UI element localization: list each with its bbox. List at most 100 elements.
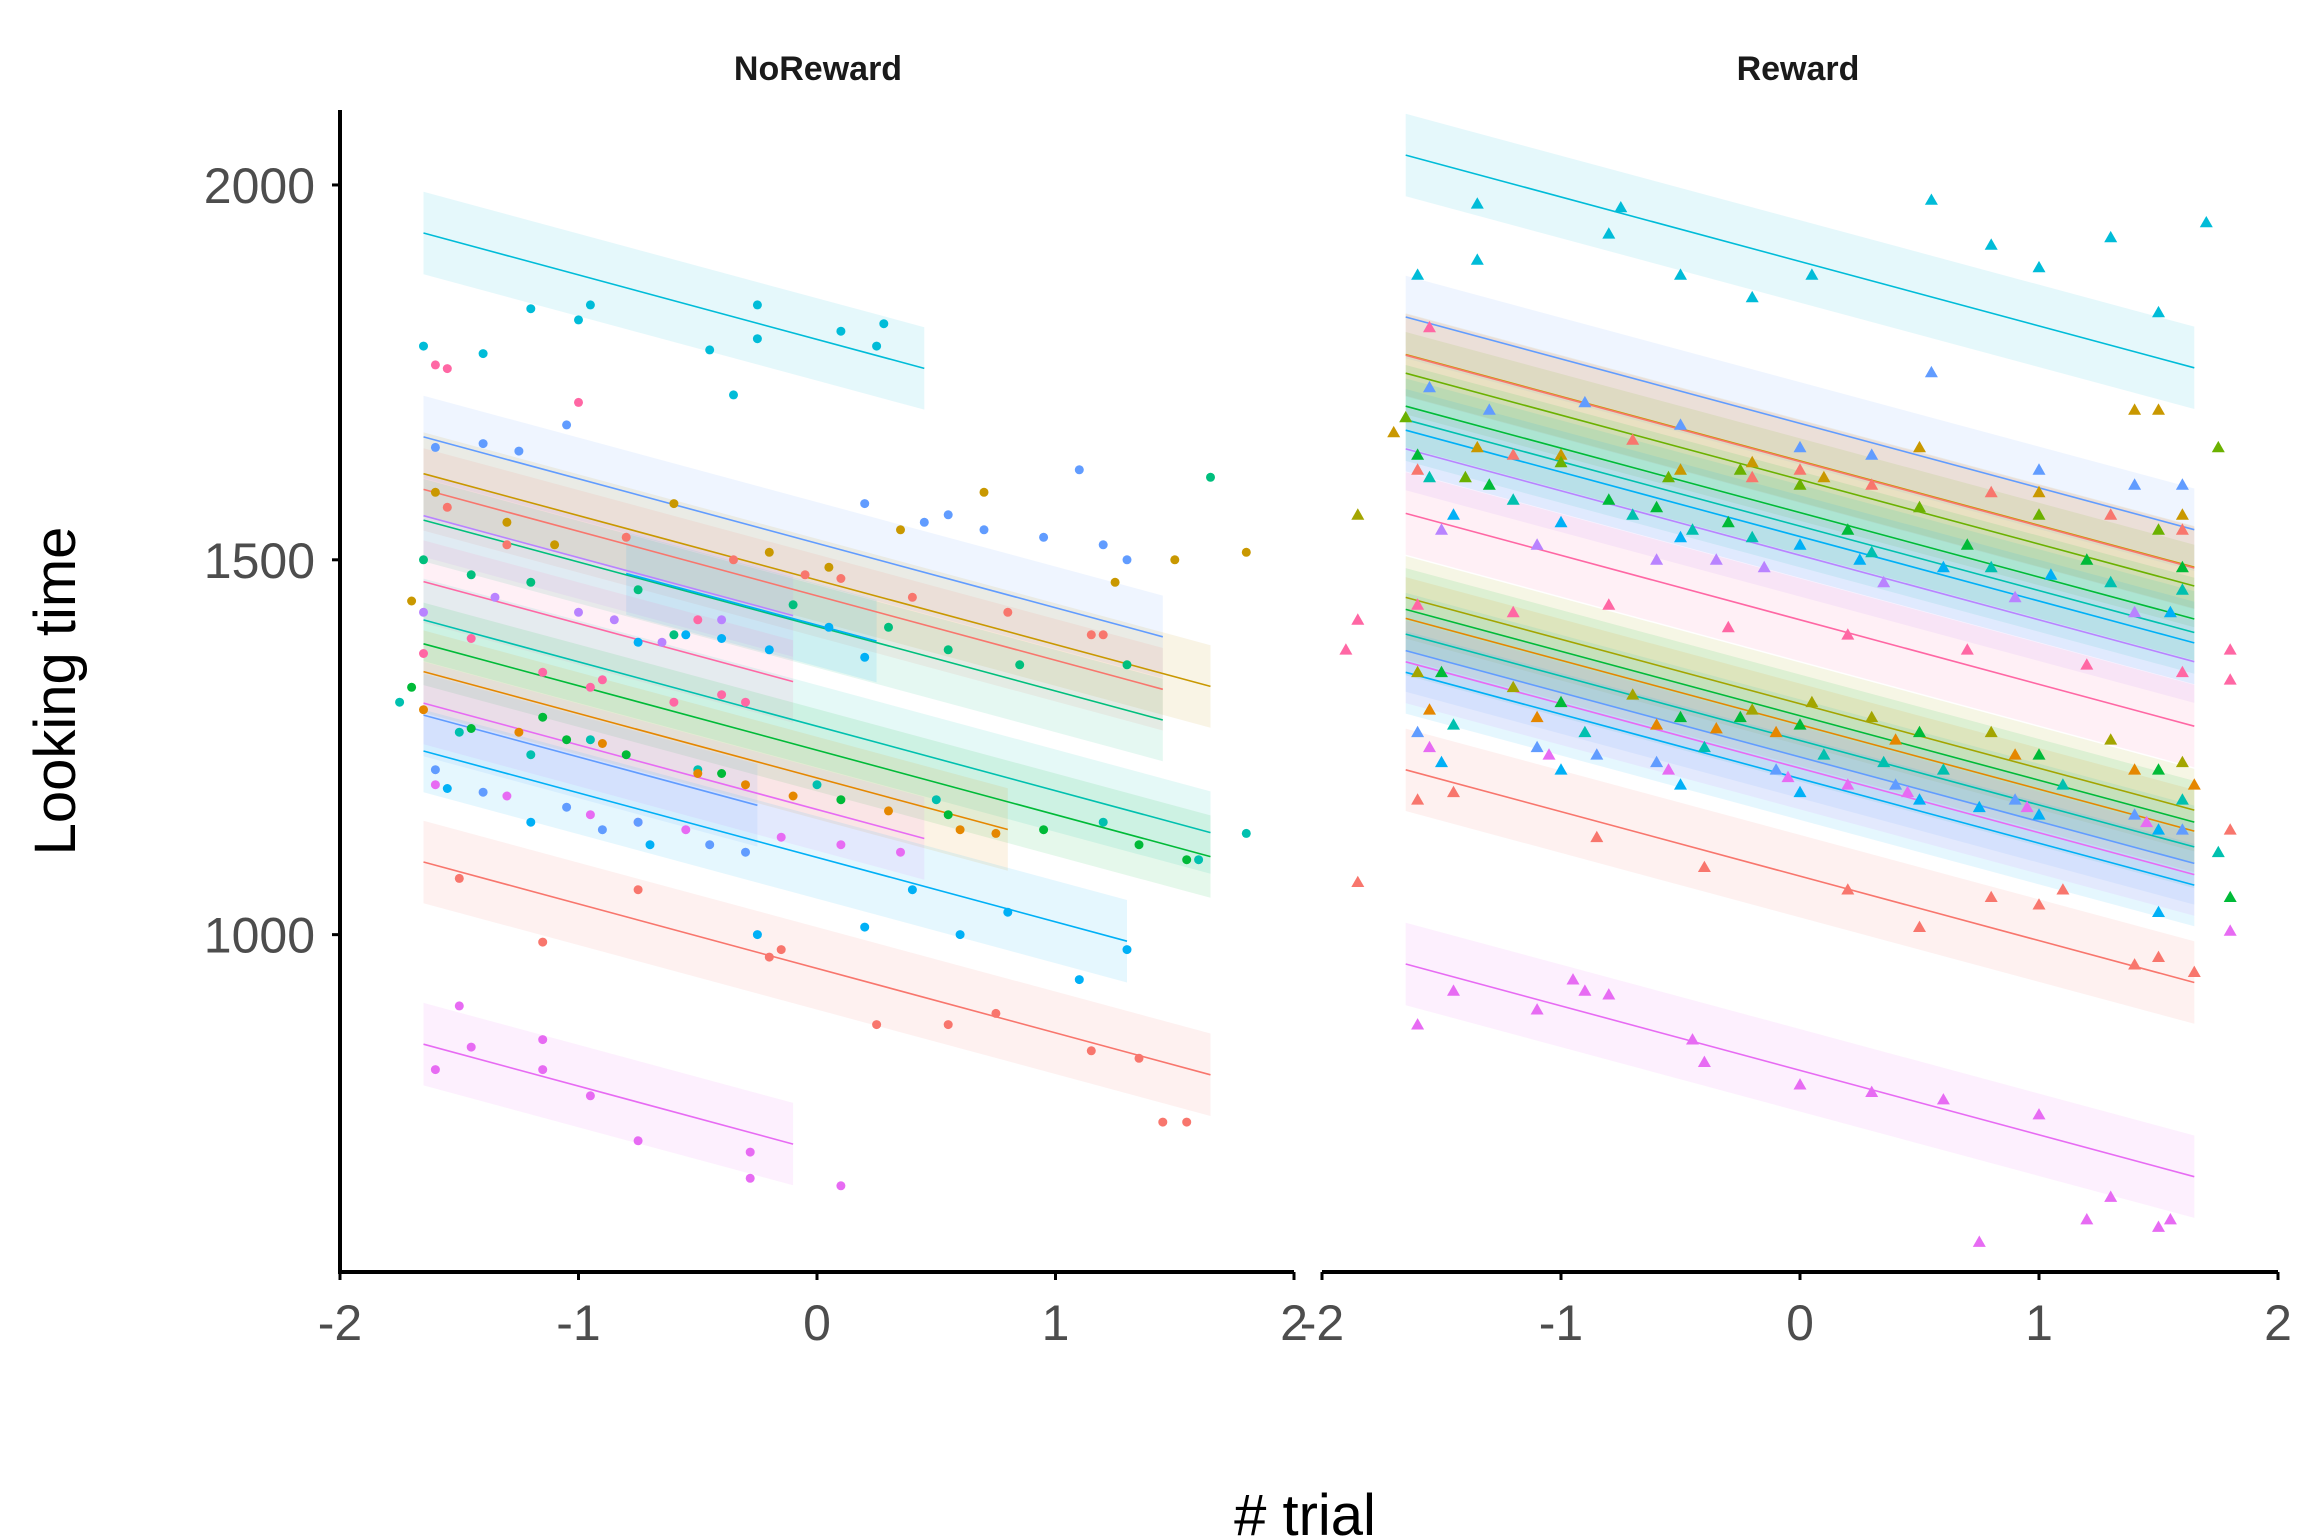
data-point-reward-29-4 (1936, 763, 1950, 775)
data-point-noreward-6-1 (490, 592, 500, 602)
data-point-reward-20-1 (1458, 470, 1472, 483)
data-point-reward-30-8 (1590, 748, 1604, 760)
data-point-noreward-15-2 (466, 1042, 476, 1052)
x-tick-label-noreward: -2 (318, 1295, 362, 1351)
data-point-reward-29-7 (2211, 845, 2225, 858)
data-point-noreward-0-10 (879, 319, 889, 329)
data-point-reward-20-0 (1399, 410, 1413, 423)
data-point-reward-29-5 (2056, 778, 2070, 790)
data-point-reward-20-7 (2152, 523, 2165, 535)
data-point-reward-31-5 (2020, 800, 2034, 813)
data-point-noreward-0-1 (478, 349, 488, 359)
y-tick-label: 2000 (204, 158, 315, 214)
data-point-reward-26-2 (1626, 688, 1640, 700)
data-point-reward-19-1 (1506, 448, 1520, 460)
data-point-noreward-8-8 (1241, 828, 1251, 838)
data-point-reward-18-10 (1745, 455, 1759, 468)
data-point-reward-18-3 (1674, 463, 1687, 475)
data-point-noreward-3-4 (836, 574, 846, 583)
data-point-reward-32-6 (2152, 823, 2165, 835)
data-point-reward-33-2 (1590, 830, 1604, 843)
data-point-reward-32-4 (1913, 793, 1926, 805)
data-point-reward-21-0 (1411, 448, 1425, 460)
x-tick-label-noreward: 1 (1042, 1295, 1070, 1351)
data-point-noreward-5-3 (824, 622, 834, 632)
data-point-noreward-9-0 (407, 682, 417, 692)
data-point-noreward-15-0 (430, 1065, 440, 1075)
data-point-reward-32-1 (1554, 763, 1568, 775)
data-point-noreward-15-4 (538, 1065, 548, 1075)
x-tick-label-reward: 2 (2264, 1295, 2292, 1351)
fit-line-reward-26 (1405, 596, 2195, 811)
data-point-reward-28-7 (2187, 778, 2201, 790)
data-point-reward-16-1 (1470, 253, 1484, 265)
data-point-noreward-14-3 (776, 945, 786, 955)
data-point-reward-24-3 (1757, 560, 1771, 573)
data-point-noreward-15-8 (745, 1173, 755, 1183)
data-point-reward-34-8 (1865, 1085, 1879, 1097)
data-point-reward-34-4 (1578, 984, 1592, 996)
data-point-reward-22-5 (1984, 560, 1998, 573)
data-point-noreward-0-0 (419, 341, 428, 351)
data-point-noreward-4-9 (1206, 472, 1215, 482)
data-point-reward-19-4 (1865, 478, 1879, 490)
data-point-reward-34-11 (2032, 1108, 2046, 1120)
data-point-noreward-0-6 (752, 300, 762, 310)
data-point-reward-28-0 (1423, 703, 1436, 715)
data-point-reward-20-9 (1733, 463, 1747, 475)
data-point-noreward-2-5 (896, 525, 905, 535)
data-point-noreward-9-10 (562, 735, 572, 745)
x-tick-label-noreward: 2 (1280, 1295, 1308, 1351)
data-point-noreward-9-8 (1134, 840, 1144, 850)
data-point-reward-19-2 (1626, 433, 1640, 445)
fit-line-noreward-6 (423, 514, 794, 617)
x-tick-label-noreward: 0 (803, 1295, 831, 1351)
data-point-noreward-11-5 (836, 840, 846, 850)
data-point-reward-33-6 (2056, 883, 2070, 895)
data-point-noreward-14-5 (943, 1020, 953, 1030)
data-point-noreward-11-4 (776, 832, 786, 842)
fit-line-noreward-1 (423, 436, 1164, 638)
data-point-noreward-4-4 (788, 600, 798, 610)
data-point-noreward-2-10 (550, 540, 560, 550)
data-point-reward-34-1 (1447, 984, 1460, 996)
fit-line-noreward-4 (423, 519, 1164, 721)
data-point-reward-25-11 (2223, 673, 2237, 685)
data-point-reward-26-4 (1865, 710, 1879, 723)
data-point-reward-18-6 (2032, 485, 2046, 498)
data-point-reward-26-6 (2104, 733, 2118, 745)
data-point-reward-29-6 (2175, 793, 2189, 805)
data-point-reward-23-3 (1793, 538, 1807, 550)
data-point-noreward-12-3 (633, 817, 643, 827)
data-point-noreward-14-7 (1086, 1046, 1096, 1056)
data-point-reward-26-9 (1805, 695, 1819, 708)
data-point-reward-23-0 (1447, 508, 1460, 520)
data-point-reward-20-4 (1793, 478, 1807, 490)
data-point-noreward-8-4 (812, 780, 822, 790)
data-point-reward-34-6 (1697, 1055, 1711, 1067)
data-point-reward-22-4 (1865, 545, 1879, 558)
data-point-noreward-0-9 (872, 341, 882, 351)
data-point-reward-19-8 (1793, 463, 1807, 475)
data-point-reward-28-6 (2128, 763, 2142, 775)
data-point-reward-19-5 (1984, 485, 1998, 498)
data-point-noreward-10-7 (991, 828, 1001, 838)
data-point-reward-32-8 (1972, 800, 1986, 813)
data-point-noreward-3-5 (907, 592, 917, 602)
x-tick-label-noreward: -1 (556, 1295, 600, 1351)
data-point-reward-26-0 (1411, 665, 1425, 678)
data-point-noreward-7-4 (669, 697, 679, 707)
data-point-noreward-11-3 (681, 825, 691, 835)
data-point-reward-26-7 (2175, 755, 2189, 768)
data-point-reward-21-5 (1960, 538, 1974, 550)
data-point-reward-28-3 (1769, 725, 1783, 738)
data-point-noreward-1-8 (1098, 540, 1108, 550)
data-point-noreward-7-6 (741, 697, 750, 707)
fit-line-reward-21 (1405, 405, 2195, 620)
fit-line-reward-19 (1405, 354, 2195, 569)
data-point-reward-30-0 (1411, 725, 1425, 738)
data-point-reward-33-3 (1697, 860, 1711, 872)
data-point-noreward-2-4 (764, 547, 774, 557)
data-point-reward-16-7 (1924, 193, 1938, 205)
data-point-noreward-8-7 (1194, 855, 1204, 865)
